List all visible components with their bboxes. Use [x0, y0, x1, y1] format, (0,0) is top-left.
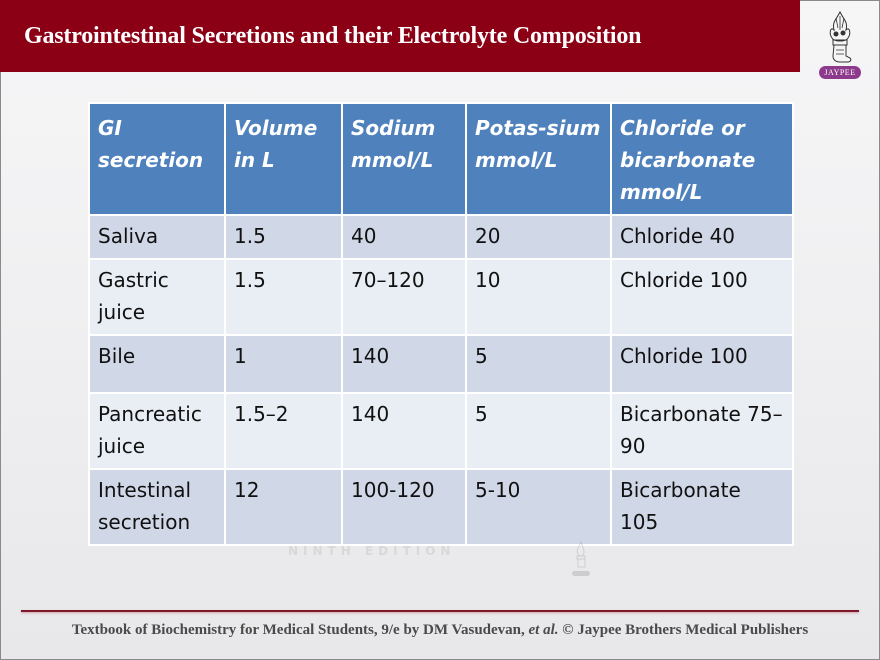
table-row: Pancreatic juice 1.5–2 140 5 Bicarbonate… — [88, 392, 794, 470]
watermark-logo-icon — [572, 540, 590, 576]
cell-chloride-bicarbonate: Chloride 100 — [610, 258, 794, 336]
cell-chloride-bicarbonate: Bicarbonate 105 — [610, 468, 794, 546]
cell-volume: 1.5 — [224, 258, 343, 336]
cell-potassium: 5-10 — [465, 468, 612, 546]
cell-volume: 1 — [224, 334, 343, 394]
title-bar: Gastrointestinal Secretions and their El… — [0, 0, 800, 72]
watermark-edition: NINTH EDITION — [288, 544, 456, 558]
column-header-sodium: Sodium mmol/L — [341, 102, 467, 216]
footer-text-italic: et al. — [528, 622, 559, 638]
column-header-gi-secretion: GI secretion — [88, 102, 226, 216]
cell-potassium: 10 — [465, 258, 612, 336]
cell-volume: 1.5 — [224, 214, 343, 260]
footer-text-main: Textbook of Biochemistry for Medical Stu… — [71, 622, 529, 638]
cell-sodium: 140 — [341, 334, 467, 394]
cell-chloride-bicarbonate: Bicarbonate 75–90 — [610, 392, 794, 470]
cell-chloride-bicarbonate: Chloride 40 — [610, 214, 794, 260]
footer-divider — [21, 610, 859, 612]
cell-sodium: 140 — [341, 392, 467, 470]
footer-citation: Textbook of Biochemistry for Medical Stu… — [0, 622, 880, 639]
column-header-volume: Volume in L — [224, 102, 343, 216]
jaypee-torch-logo-icon — [829, 10, 852, 63]
table-row: Intestinal secretion 12 100-120 5-10 Bic… — [88, 468, 794, 546]
cell-potassium: 20 — [465, 214, 612, 260]
cell-secretion: Intestinal secretion — [88, 468, 226, 546]
column-header-chloride-bicarbonate: Chloride or bicarbonate mmol/L — [610, 102, 794, 216]
cell-secretion: Bile — [88, 334, 226, 394]
cell-chloride-bicarbonate: Chloride 100 — [610, 334, 794, 394]
slide-title: Gastrointestinal Secretions and their El… — [24, 22, 642, 49]
cell-secretion: Gastric juice — [88, 258, 226, 336]
cell-sodium: 40 — [341, 214, 467, 260]
cell-potassium: 5 — [465, 392, 612, 470]
table-row: Saliva 1.5 40 20 Chloride 40 — [88, 214, 794, 260]
table-row: Gastric juice 1.5 70–120 10 Chloride 100 — [88, 258, 794, 336]
cell-secretion: Saliva — [88, 214, 226, 260]
column-header-potassium: Potas-sium mmol/L — [465, 102, 612, 216]
cell-volume: 12 — [224, 468, 343, 546]
cell-potassium: 5 — [465, 334, 612, 394]
footer-text-copyright: © Jaypee Brothers Medical Publishers — [558, 622, 809, 638]
cell-sodium: 100-120 — [341, 468, 467, 546]
cell-secretion: Pancreatic juice — [88, 392, 226, 470]
electrolyte-table: GI secretion Volume in L Sodium mmol/L P… — [88, 102, 794, 546]
table-header-row: GI secretion Volume in L Sodium mmol/L P… — [88, 102, 794, 216]
cell-volume: 1.5–2 — [224, 392, 343, 470]
table-row: Bile 1 140 5 Chloride 100 — [88, 334, 794, 394]
cell-sodium: 70–120 — [341, 258, 467, 336]
jaypee-badge: JAYPEE — [819, 66, 861, 79]
